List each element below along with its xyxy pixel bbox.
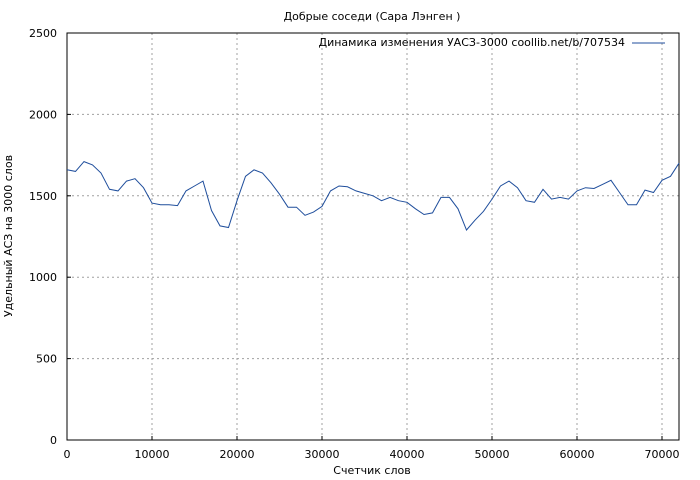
series-line	[66, 161, 680, 231]
x-axis-label: Счетчик слов	[333, 464, 410, 477]
x-tick-label: 40000	[390, 448, 425, 461]
y-tick-label: 0	[50, 434, 57, 447]
x-tick-label: 20000	[220, 448, 255, 461]
legend: Динамика изменения УАСЗ-3000 coollib.net…	[319, 36, 665, 49]
y-axis-label: Удельный АСЗ на 3000 слов	[2, 155, 15, 317]
chart-title: Добрые соседи (Сара Лэнген )	[284, 10, 461, 23]
x-tick-label: 0	[64, 448, 71, 461]
y-tick-label: 1000	[29, 271, 57, 284]
plot-frame	[66, 32, 680, 441]
legend-label: Динамика изменения УАСЗ-3000 coollib.net…	[319, 36, 626, 49]
y-tick-label: 1500	[29, 190, 57, 203]
x-tick-label: 70000	[645, 448, 680, 461]
grid	[67, 33, 679, 440]
x-tick-label: 50000	[475, 448, 510, 461]
x-tick-label: 60000	[560, 448, 595, 461]
y-tick-label: 2000	[29, 108, 57, 121]
y-tick-label: 2500	[29, 27, 57, 40]
x-tick-label: 30000	[305, 448, 340, 461]
x-tick-label: 10000	[135, 448, 170, 461]
axis-ticks: 0 10000 20000 30000 40000 50000 60000 70000 0 500…	[29, 27, 680, 461]
y-tick-label: 500	[36, 353, 57, 366]
